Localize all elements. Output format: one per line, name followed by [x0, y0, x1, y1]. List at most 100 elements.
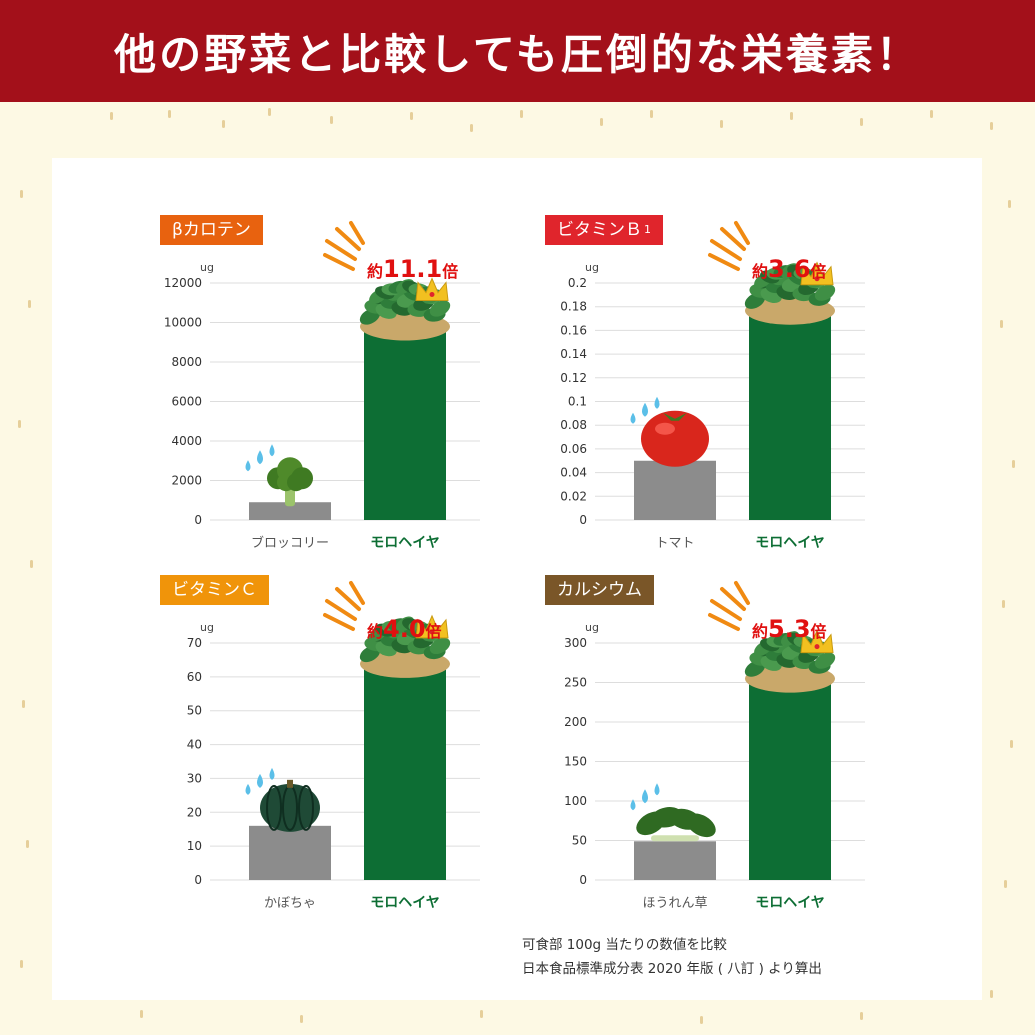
- y-tick-label: 250: [564, 676, 587, 690]
- y-tick-label: 30: [187, 771, 202, 785]
- speckle: [720, 120, 723, 128]
- tomato-leaves: [663, 412, 687, 421]
- burst-ray: [720, 587, 746, 611]
- y-tick-label: 50: [572, 834, 587, 848]
- ratio-value: 4.0: [383, 615, 426, 643]
- crown-jewel: [814, 644, 820, 650]
- ratio-callout: 約3.6倍: [752, 255, 827, 283]
- speckle: [1010, 740, 1013, 748]
- emphasis-burst-icon: [323, 221, 365, 271]
- page-title: 他の野菜と比較しても圧倒的な栄養素！: [114, 29, 921, 79]
- y-tick-label: 0.06: [560, 442, 587, 456]
- y-unit-label: ug: [200, 621, 214, 634]
- bar-comparison: [634, 841, 716, 880]
- speckle: [930, 110, 933, 118]
- speckle: [30, 560, 33, 568]
- moroheiya-leaf: [429, 300, 451, 317]
- speckle: [1002, 600, 1005, 608]
- y-tick-label: 60: [187, 670, 202, 684]
- y-tick-label: 0.16: [560, 323, 587, 337]
- burst-ray: [708, 613, 740, 631]
- x-category-label: ほうれん草: [642, 896, 707, 911]
- speckle: [790, 112, 793, 120]
- crown-body: [415, 614, 449, 639]
- emphasis-burst-icon: [323, 581, 365, 631]
- crown-body: [415, 277, 449, 301]
- bar-comparison: [634, 460, 716, 520]
- x-category-label-moroheiya: モロヘイヤ: [370, 535, 440, 551]
- speckle: [26, 840, 29, 848]
- y-tick-label: 8000: [171, 355, 202, 369]
- broccoli-icon: [267, 457, 313, 507]
- sweat-drop: [245, 783, 251, 795]
- burst-ray: [708, 253, 740, 271]
- sweat-drop: [630, 412, 636, 424]
- speckle: [268, 108, 271, 116]
- sweat-drop: [257, 773, 263, 788]
- ratio-callout: 約5.3倍: [752, 615, 827, 643]
- x-category-label: ブロッコリー: [251, 535, 329, 551]
- speckle: [990, 122, 993, 130]
- burst-ray: [720, 227, 746, 251]
- moroheiya-basket-icon: [359, 279, 451, 341]
- y-tick-label: 0.08: [560, 418, 587, 432]
- sweat-drop: [257, 450, 263, 465]
- nutrient-badge-subscript: 1: [644, 223, 651, 236]
- speckle: [28, 300, 31, 308]
- y-tick-label: 4000: [171, 434, 202, 448]
- y-tick-label: 10000: [164, 316, 202, 330]
- sweat-drop: [642, 402, 648, 417]
- sweat-drop: [642, 789, 648, 804]
- speckle: [650, 110, 653, 118]
- burst-ray: [734, 581, 750, 605]
- pumpkin-rib: [298, 784, 314, 831]
- emphasis-burst-icon: [708, 221, 750, 271]
- sweat-drop: [654, 396, 660, 409]
- burst-ray: [710, 599, 742, 621]
- speckle: [300, 1015, 303, 1023]
- chart-beta-carotene: βカロテン ug 0 2000 4000 6000 8000 10000 12000 ブロッコリー…: [140, 205, 500, 560]
- chart-svg: ug 0 10 20 30 40 50 60 70 かぼちゃ モロヘイヤ 約4.0倍: [187, 581, 480, 911]
- nutrient-badge-label: ビタミンＢ: [557, 220, 642, 240]
- sweat-drops-icon: [245, 767, 275, 795]
- ratio-value: 5.3: [768, 615, 811, 643]
- crown-icon: [800, 629, 834, 654]
- ratio-prefix: 約: [752, 262, 768, 281]
- speckle: [1008, 200, 1011, 208]
- y-tick-label: 2000: [171, 474, 202, 488]
- chart-vitamin-c: ビタミンＣ ug 0 10 20 30 40 50 60 70 かぼちゃ モロヘイヤ 約4.0倍: [140, 565, 500, 920]
- ratio-callout: 約4.0倍: [367, 615, 442, 643]
- burst-ray: [323, 253, 355, 271]
- pumpkin-icon: [260, 779, 320, 832]
- crown-body: [800, 261, 834, 286]
- header-banner: 他の野菜と比較しても圧倒的な栄養素！: [0, 0, 1035, 102]
- footnote: 可食部 100g 当たりの数値を比較 日本食品標準成分表 2020 年版 ( 八…: [522, 933, 822, 981]
- y-tick-label: 0: [194, 513, 202, 527]
- speckle: [18, 420, 21, 428]
- ratio-prefix: 約: [367, 262, 383, 281]
- nutrient-badge: カルシウム: [545, 575, 654, 605]
- burst-ray: [335, 227, 361, 251]
- sweat-drops-icon: [245, 444, 275, 472]
- y-tick-label: 70: [187, 636, 202, 650]
- spinach-stems: [651, 835, 699, 842]
- y-tick-label: 0: [579, 873, 587, 887]
- spinach-icon: [636, 807, 716, 842]
- burst-ray: [349, 581, 365, 605]
- y-tick-label: 0.02: [560, 489, 587, 503]
- speckle: [860, 118, 863, 126]
- x-category-label-moroheiya: モロヘイヤ: [755, 895, 825, 911]
- sweat-drops-icon: [630, 783, 660, 811]
- tomato-icon: [641, 410, 709, 467]
- speckle: [222, 120, 225, 128]
- burst-ray: [349, 221, 365, 245]
- speckle: [480, 1010, 483, 1018]
- ratio-suffix: 倍: [811, 622, 827, 641]
- crown-icon: [415, 277, 449, 301]
- nutrient-badge-label: βカロテン: [172, 220, 251, 240]
- chart-vitamin-b1: ビタミンＢ 1 ug 0 0.02 0.04 0.06 0.08 0.1 0.12 0.14 0.16…: [525, 205, 885, 560]
- sweat-drop: [269, 444, 275, 457]
- bar-moroheiya: [749, 306, 831, 520]
- ratio-suffix: 倍: [442, 262, 458, 281]
- speckle: [110, 112, 113, 120]
